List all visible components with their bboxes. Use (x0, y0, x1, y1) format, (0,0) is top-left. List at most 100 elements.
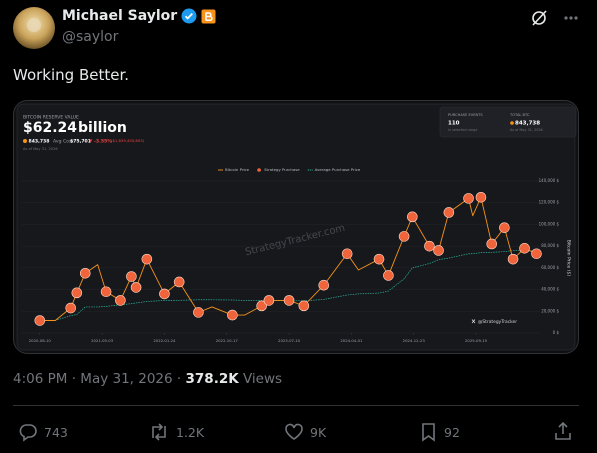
author-handle[interactable]: @saylor (62, 29, 119, 45)
down-arrow (89, 139, 93, 143)
purchase-marker (463, 193, 474, 204)
grok-icon[interactable] (532, 10, 547, 26)
purchase-marker (256, 300, 267, 312)
purchase-marker (443, 207, 455, 218)
avatar[interactable] (12, 6, 56, 50)
y-tick-label: 60,000 $ (541, 265, 559, 270)
bookmark-icon (422, 423, 435, 442)
bitcoin-badge (201, 9, 216, 23)
purchase-marker (193, 307, 204, 318)
purchase-marker (475, 191, 487, 203)
reply-button[interactable]: 743 (18, 422, 68, 442)
series (34, 191, 542, 326)
purchase-marker (65, 302, 77, 314)
purchase-marker (141, 253, 153, 265)
y-tick-label: 120,000 $ (539, 200, 560, 205)
y-tick-label: 0 $ (553, 330, 560, 335)
x-tick-label: 2022-01-24 (153, 338, 176, 343)
header-btc: 843,738 (29, 139, 50, 145)
reply-count: 743 (44, 424, 68, 440)
bookmark-count: 92 (444, 424, 460, 440)
legend-label: Strategy Purchase (264, 167, 300, 172)
btc-icon (23, 139, 27, 143)
total-note: As of May 31, 2026 (510, 128, 543, 132)
purchase-marker (398, 231, 410, 242)
purchase-marker (318, 279, 330, 291)
y-axis-title: Bitcoin Price ($) (566, 240, 572, 277)
purchase-marker (531, 248, 542, 260)
events-label: PURCHASE EVENTS (448, 113, 483, 117)
y-tick-label: 40,000 $ (541, 287, 559, 292)
purchase-marker (507, 253, 519, 265)
like-count: 9K (310, 424, 327, 440)
header-label: BITCOIN RESERVE VALUE (23, 115, 79, 121)
repost-count: 1.2K (176, 424, 205, 440)
purchase-marker (373, 253, 385, 265)
purchase-marker (519, 243, 530, 254)
purchase-marker (263, 295, 275, 306)
purchase-marker (298, 300, 310, 312)
views: 378.2K (185, 371, 239, 387)
share-icon[interactable] (553, 421, 573, 441)
summary-box (439, 106, 577, 138)
purchase-marker (126, 271, 137, 282)
tweet-meta: 4:06 PM · May 31, 2026 · 378.2K Views (13, 371, 282, 387)
btc-icon (510, 121, 514, 125)
views-label: Views (242, 371, 283, 387)
purchase-marker (407, 211, 418, 223)
more-icon[interactable] (564, 16, 578, 20)
verified-badge (181, 8, 197, 24)
purchase-marker (433, 245, 444, 256)
repost-icon (152, 423, 166, 441)
x-logo (471, 319, 476, 324)
purchase-marker (283, 295, 295, 306)
author-name[interactable]: Michael Saylor (62, 8, 178, 24)
legend-label: Bitcoin Price (225, 167, 250, 172)
top-icons (532, 10, 578, 26)
header-value: $62.24 (23, 120, 77, 136)
chart-card[interactable]: BITCOIN RESERVE VALUE $62.24 billion 843… (13, 100, 579, 354)
header-unit: billion (78, 120, 127, 136)
separator: · (176, 371, 182, 387)
x-tick-label: 2025-09-15 (465, 338, 488, 343)
x-tick-label: 2021-05-03 (91, 338, 114, 343)
purchase-marker (499, 222, 510, 233)
legend-label: Average Purchase Price (315, 167, 361, 172)
avg-cost: $75,701 (70, 139, 91, 145)
credit: @StrategyTracker (478, 319, 517, 325)
divider (13, 405, 579, 406)
time[interactable]: 4:06 PM (13, 371, 68, 387)
like-icon (285, 423, 303, 440)
events-note: in selected range (448, 128, 477, 132)
total-label: TOTAL BTC (509, 113, 530, 117)
y-tick-label: 140,000 $ (539, 178, 560, 183)
purchase-marker (383, 270, 394, 281)
purchase-marker (341, 248, 353, 260)
purchase-marker (159, 288, 170, 300)
date[interactable]: May 31, 2026 (80, 371, 173, 387)
like-button[interactable]: 9K (284, 422, 326, 442)
y-tick-label: 100,000 $ (539, 221, 560, 226)
purchase-marker (71, 287, 83, 299)
x-tick-label: 2022-10-17 (216, 338, 239, 343)
legend-swatch (257, 168, 261, 172)
separator: · (71, 371, 76, 387)
bookmark-button[interactable]: 92 (420, 422, 460, 442)
x-tick-label: 2020-08-10 (29, 338, 52, 343)
total: 843,738 (515, 121, 540, 127)
events: 110 (448, 121, 460, 127)
purchase-marker (79, 267, 91, 279)
purchase-marker (486, 238, 498, 250)
tweet-text: Working Better. (13, 66, 130, 84)
purchase-marker (34, 315, 46, 326)
as-of: As of May 31, 2026 (23, 147, 58, 151)
change-abs: ($1,839,455,603) (111, 138, 145, 143)
purchase-marker (115, 295, 126, 306)
author-row: Michael Saylor (62, 8, 216, 24)
purchase-marker (173, 276, 185, 288)
purchase-marker (100, 286, 112, 298)
purchase-marker (424, 240, 435, 252)
change-pct: -3.55% (94, 139, 112, 145)
repost-button[interactable]: 1.2K (148, 422, 204, 442)
